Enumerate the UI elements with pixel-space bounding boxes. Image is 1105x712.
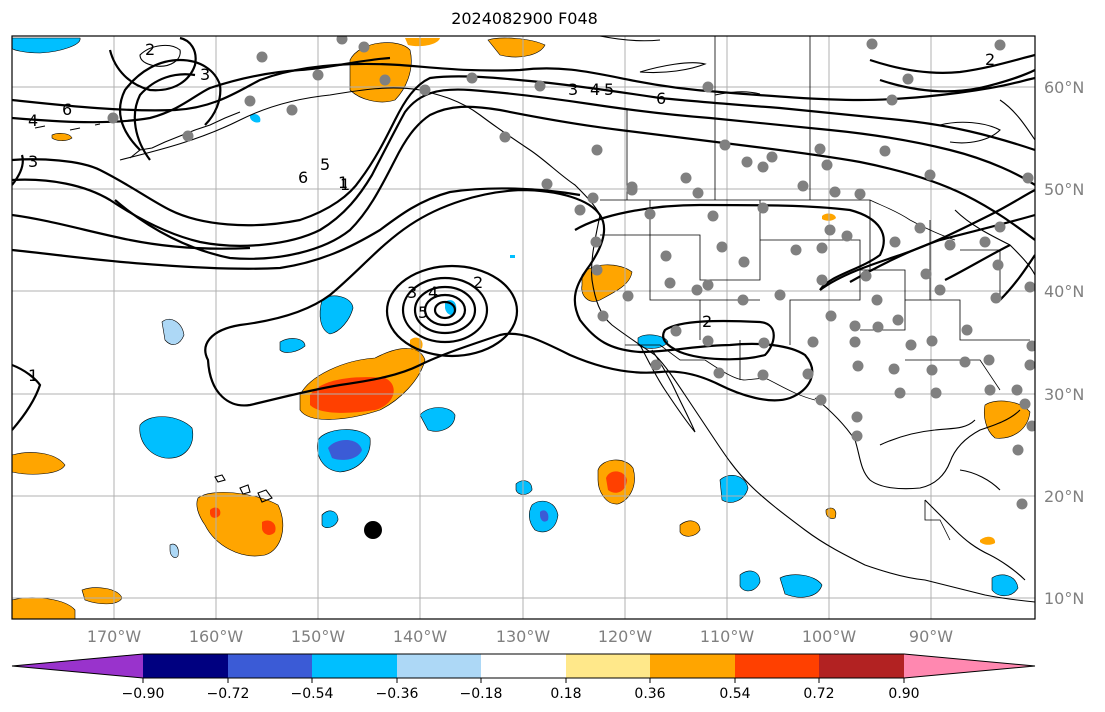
contour-label: 3 [28, 152, 38, 171]
lat-tick-label: 30°N [1044, 385, 1084, 404]
contour-labels: 6 4 3 2 1 3 4 5 6 6 5 1 3 4 5 2 2 1 3 2 [28, 40, 995, 385]
map-frame [11, 35, 1036, 620]
colorbar-tick-label: 0.90 [888, 686, 919, 702]
contour-label: 6 [298, 168, 308, 187]
latitude-axis: 60°N 50°N 40°N 30°N 20°N 10°N [1044, 78, 1084, 608]
lat-tick-label: 50°N [1044, 180, 1084, 199]
colorbar-swatch [650, 654, 735, 678]
contour-label: 5 [418, 303, 428, 322]
station-markers [107, 36, 1035, 510]
colorbar: −0.90 −0.72 −0.54 −0.36 −0.18 0.18 0.36 … [11, 653, 1036, 702]
colorbar-swatch [228, 654, 312, 678]
contour-label: 2 [473, 273, 483, 292]
colorbar-tick-label: 0.18 [550, 686, 581, 702]
contour-label: 3 [568, 80, 578, 99]
graticule [12, 36, 1035, 619]
colorbar-tick-label: −0.90 [122, 686, 165, 702]
colorbar-swatch [735, 654, 819, 678]
contour-label: 6 [656, 89, 666, 108]
contour-label: 4 [590, 80, 600, 99]
colorbar-swatch [481, 654, 566, 678]
lon-tick-label: 100°W [802, 627, 857, 646]
colorbar-extend-low [12, 654, 143, 678]
lon-tick-label: 130°W [496, 627, 551, 646]
lon-tick-label: 150°W [291, 627, 346, 646]
colorbar-tick-label: −0.36 [376, 686, 419, 702]
lon-tick-label: 160°W [189, 627, 244, 646]
borders [600, 36, 1030, 541]
contour-label: 1 [338, 173, 348, 192]
lon-tick-label: 170°W [87, 627, 142, 646]
colorbar-tick-label: 0.36 [634, 686, 665, 702]
lat-tick-label: 60°N [1044, 78, 1084, 97]
colorbar-swatch [566, 654, 650, 678]
contour-label: 4 [428, 283, 438, 302]
pressure-contours [12, 36, 1035, 431]
colorbar-swatch [397, 654, 481, 678]
map-layers: 6 4 3 2 1 3 4 5 6 6 5 1 3 4 5 2 2 1 3 2 [12, 36, 1035, 619]
longitude-axis: 170°W 160°W 150°W 140°W 130°W 120°W 110°… [87, 627, 953, 646]
contour-label: 6 [62, 100, 72, 119]
colorbar-tick-label: −0.18 [460, 686, 503, 702]
colorbar-tick-label: 0.54 [719, 686, 750, 702]
contour-label: 2 [145, 40, 155, 59]
map-title: 2024082900 F048 [451, 9, 598, 28]
colorbar-tick-label: −0.54 [291, 686, 334, 702]
colorbar-swatch [819, 654, 904, 678]
contour-label: 1 [28, 366, 38, 385]
contour-label: 3 [407, 283, 417, 302]
contour-label: 5 [604, 80, 614, 99]
lon-tick-label: 120°W [598, 627, 653, 646]
lon-tick-label: 110°W [700, 627, 755, 646]
contour-label: 1 [340, 175, 350, 194]
lon-tick-label: 140°W [393, 627, 448, 646]
contour-label: 5 [320, 155, 330, 174]
contour-label: 3 [200, 65, 210, 84]
contour-label: 2 [985, 50, 995, 69]
colorbar-swatch [312, 654, 397, 678]
contour-label: 2 [702, 312, 712, 331]
lat-tick-label: 20°N [1044, 487, 1084, 506]
lon-tick-label: 90°W [909, 627, 953, 646]
colorbar-tick-label: −0.72 [207, 686, 250, 702]
colorbar-swatch [143, 654, 228, 678]
colorbar-extend-high [904, 654, 1035, 678]
lat-tick-label: 40°N [1044, 282, 1084, 301]
contour-label: 4 [28, 111, 38, 130]
coastlines [34, 36, 1035, 603]
storm-center-marker [364, 521, 382, 539]
colorbar-tick-label: 0.72 [803, 686, 834, 702]
lat-tick-label: 10°N [1044, 589, 1084, 608]
